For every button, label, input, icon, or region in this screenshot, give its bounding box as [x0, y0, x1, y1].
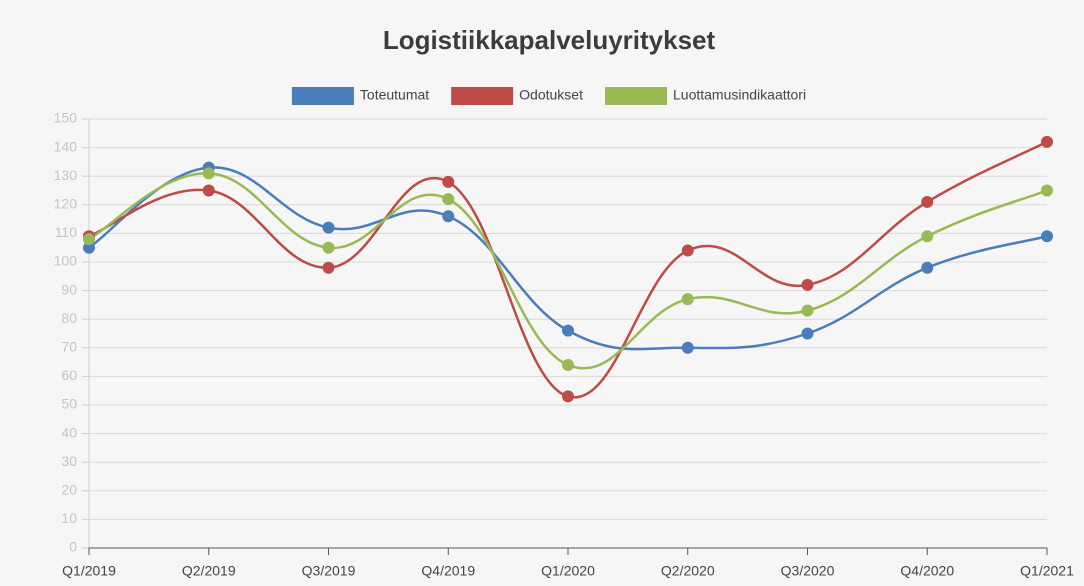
y-tick-label: 50: [61, 396, 77, 412]
data-point: [322, 241, 335, 254]
y-tick-label: 140: [54, 138, 78, 154]
legend-swatch: [605, 87, 668, 105]
y-tick-label: 30: [61, 453, 77, 469]
data-point: [921, 230, 934, 243]
y-tick-label: 20: [61, 482, 77, 498]
y-tick-label: 100: [54, 253, 78, 269]
data-point: [442, 193, 455, 206]
legend-label: Luottamusindikaattori: [673, 87, 806, 103]
data-point: [562, 358, 574, 371]
y-tick-label: 90: [61, 281, 77, 297]
data-point: [562, 390, 574, 403]
series-line: [88, 166, 1048, 351]
data-point: [921, 195, 934, 208]
data-point: [442, 210, 455, 223]
y-tick-label: 0: [69, 539, 77, 555]
legend-swatch: [451, 87, 514, 105]
data-point: [322, 261, 335, 274]
data-point: [322, 221, 335, 234]
x-tick-label: Q3/2019: [302, 563, 356, 579]
data-point: [801, 304, 814, 317]
series-line: [88, 172, 1048, 370]
data-point: [681, 341, 694, 354]
x-tick-label: Q1/2020: [541, 563, 595, 579]
data-point: [801, 278, 814, 291]
data-point: [1041, 230, 1053, 243]
y-tick-label: 70: [61, 339, 77, 355]
y-tick-label: 130: [54, 167, 78, 183]
legend-label: Toteutumat: [360, 87, 429, 103]
x-tick-label: Q1/2019: [62, 563, 116, 579]
data-point: [83, 233, 95, 246]
x-tick-label: Q2/2020: [661, 563, 715, 579]
data-point: [1041, 184, 1053, 197]
data-point: [801, 327, 814, 340]
data-point: [681, 244, 694, 257]
legend-label: Odotukset: [519, 87, 583, 103]
data-point: [562, 324, 574, 337]
data-point: [202, 167, 215, 180]
x-tick-label: Q2/2019: [182, 563, 236, 579]
x-tick-label: Q4/2019: [421, 563, 475, 579]
data-point: [83, 241, 95, 254]
y-tick-label: 40: [61, 424, 77, 440]
data-point: [681, 293, 694, 306]
x-tick-label: Q4/2020: [900, 563, 954, 579]
x-tick-label: Q3/2020: [781, 563, 835, 579]
legend-swatch: [291, 87, 354, 105]
y-tick-label: 150: [54, 110, 78, 126]
y-tick-label: 80: [61, 310, 77, 326]
data-point: [442, 175, 455, 188]
y-tick-label: 60: [61, 367, 77, 383]
data-point: [921, 261, 934, 274]
y-tick-label: 10: [61, 510, 77, 526]
data-point: [1041, 135, 1053, 148]
x-tick-label: Q1/2021: [1020, 563, 1074, 579]
y-tick-label: 110: [55, 224, 78, 240]
data-point: [202, 184, 215, 197]
y-tick-label: 120: [54, 196, 78, 212]
chart-title: Logistiikkapalveluyritykset: [383, 25, 716, 55]
